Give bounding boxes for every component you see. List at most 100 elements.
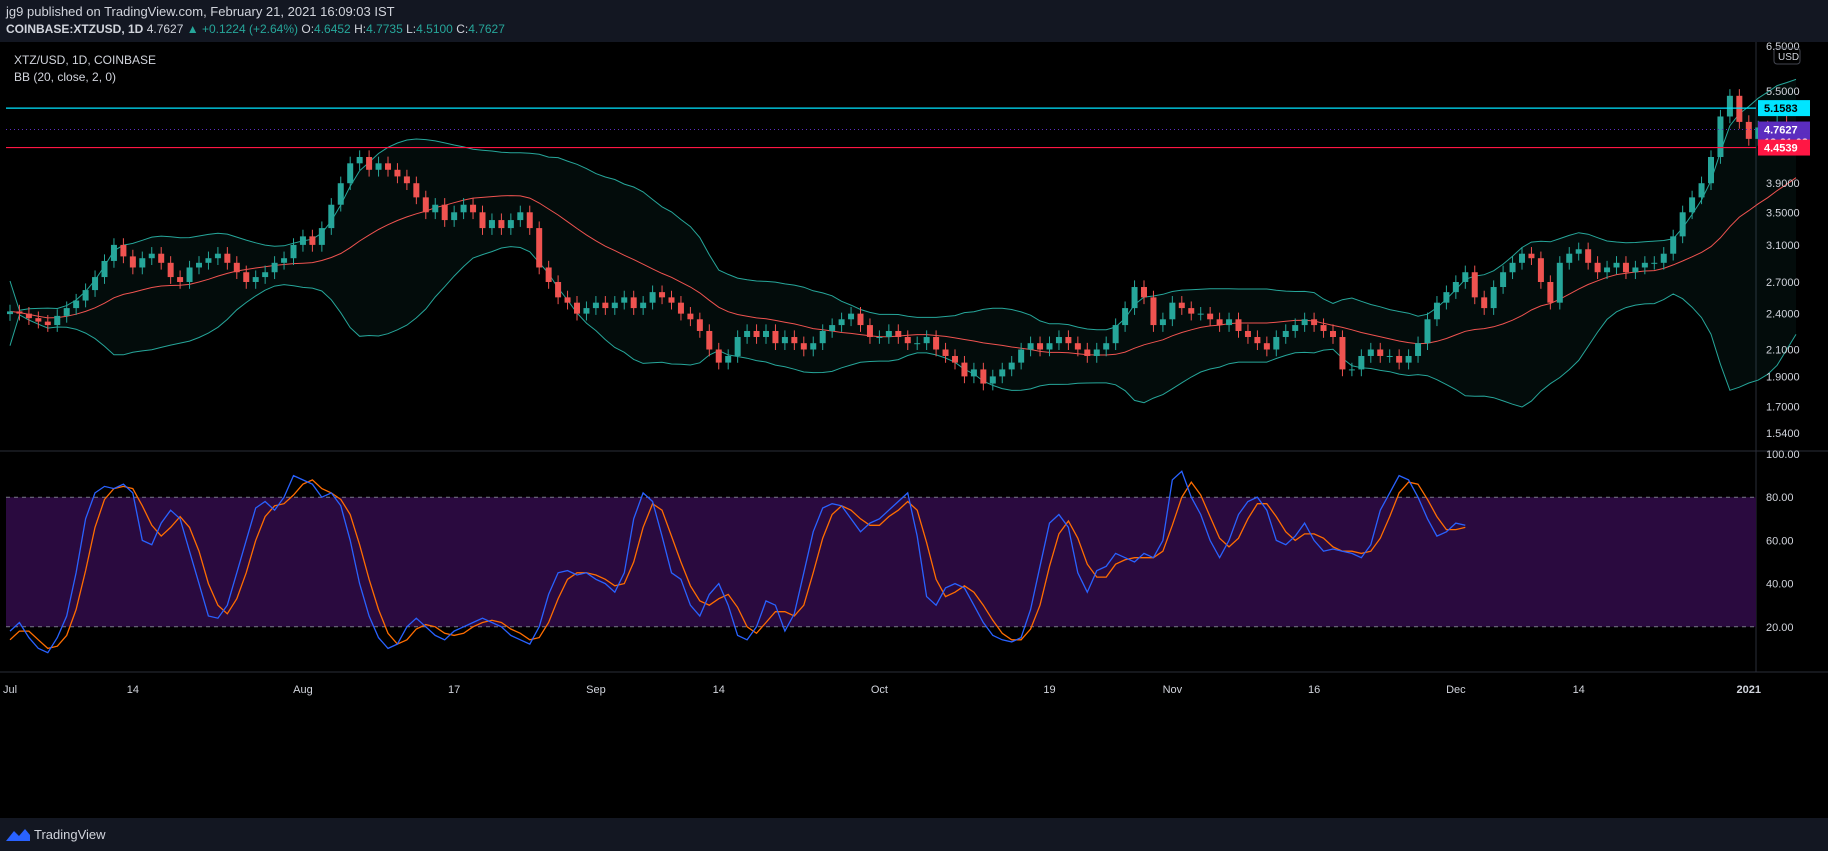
candle[interactable] <box>16 304 23 321</box>
candle[interactable] <box>243 265 250 289</box>
candle[interactable] <box>1131 280 1138 315</box>
candle[interactable] <box>1708 150 1714 191</box>
candle[interactable] <box>1027 336 1034 357</box>
candle[interactable] <box>904 330 911 350</box>
candle[interactable] <box>1433 296 1440 327</box>
candle[interactable] <box>1093 342 1100 363</box>
candle[interactable] <box>1141 280 1147 305</box>
candle[interactable] <box>555 275 562 305</box>
candle[interactable] <box>706 324 713 357</box>
candle[interactable] <box>441 198 448 227</box>
candle[interactable] <box>914 336 921 350</box>
candle[interactable] <box>574 296 580 321</box>
candle[interactable] <box>1698 176 1705 205</box>
candle[interactable] <box>942 342 949 363</box>
candle[interactable] <box>432 198 439 220</box>
candle[interactable] <box>1604 260 1611 280</box>
candle[interactable] <box>1065 330 1072 350</box>
candle[interactable] <box>611 296 618 315</box>
candle[interactable] <box>92 270 99 297</box>
candle[interactable] <box>677 296 684 321</box>
candle[interactable] <box>866 318 873 344</box>
candle[interactable] <box>1188 301 1195 321</box>
candle[interactable] <box>1122 301 1129 332</box>
candle[interactable] <box>271 256 278 280</box>
candle[interactable] <box>1566 247 1573 270</box>
candle[interactable] <box>167 256 174 284</box>
candle[interactable] <box>1339 330 1346 377</box>
candle[interactable] <box>1254 330 1261 350</box>
candle[interactable] <box>1726 89 1733 124</box>
candle[interactable] <box>413 176 420 205</box>
candle[interactable] <box>592 296 599 315</box>
candle[interactable] <box>1358 349 1365 377</box>
candle[interactable] <box>1377 342 1384 363</box>
candle[interactable] <box>1585 242 1592 270</box>
candle[interactable] <box>1471 265 1478 305</box>
candle[interactable] <box>961 355 968 384</box>
candle[interactable] <box>668 290 675 310</box>
candle[interactable] <box>1159 312 1166 332</box>
candle[interactable] <box>394 163 401 184</box>
candle[interactable] <box>980 362 987 391</box>
candle[interactable] <box>1613 256 1620 275</box>
candle[interactable] <box>952 349 958 370</box>
candle[interactable] <box>148 247 155 266</box>
candle[interactable] <box>366 150 373 177</box>
chart-canvas[interactable]: 6.50005.50003.90003.50003.10002.70002.40… <box>0 42 1828 818</box>
candle[interactable] <box>214 247 221 266</box>
candle[interactable] <box>1226 312 1233 332</box>
candle[interactable] <box>1547 275 1554 310</box>
candle[interactable] <box>1018 342 1025 370</box>
candle[interactable] <box>1632 260 1639 280</box>
candle[interactable] <box>451 205 458 227</box>
candle[interactable] <box>299 229 306 252</box>
candle[interactable] <box>385 156 391 177</box>
candle[interactable] <box>233 256 240 280</box>
candle[interactable] <box>158 247 165 270</box>
candle[interactable] <box>885 324 892 344</box>
candle[interactable] <box>1055 330 1062 350</box>
candle[interactable] <box>659 285 666 305</box>
candle[interactable] <box>1197 307 1204 321</box>
candle[interactable] <box>1660 247 1667 270</box>
candle[interactable] <box>1320 318 1327 338</box>
candle[interactable] <box>1575 242 1582 261</box>
candle[interactable] <box>999 362 1006 384</box>
candle[interactable] <box>1641 256 1648 275</box>
candle[interactable] <box>1367 342 1374 363</box>
candle[interactable] <box>1282 324 1289 344</box>
candle[interactable] <box>403 169 410 191</box>
candle[interactable] <box>1112 318 1119 350</box>
candle[interactable] <box>1500 265 1507 294</box>
candle[interactable] <box>1301 312 1308 332</box>
candle[interactable] <box>1311 312 1318 332</box>
candle[interactable] <box>488 213 495 235</box>
candle[interactable] <box>73 293 80 315</box>
candle[interactable] <box>54 309 61 332</box>
candle[interactable] <box>196 256 202 275</box>
candle[interactable] <box>25 307 32 325</box>
candle[interactable] <box>422 190 429 220</box>
candle[interactable] <box>838 312 845 332</box>
candle[interactable] <box>725 349 732 370</box>
candle[interactable] <box>791 330 798 350</box>
candle[interactable] <box>933 330 940 357</box>
candle[interactable] <box>989 369 996 391</box>
candle[interactable] <box>1528 247 1535 266</box>
candle[interactable] <box>583 301 590 321</box>
candle[interactable] <box>479 205 486 235</box>
candle[interactable] <box>895 324 902 344</box>
candle[interactable] <box>224 247 231 270</box>
candle[interactable] <box>82 283 89 308</box>
candle[interactable] <box>1736 89 1743 129</box>
candle[interactable] <box>356 150 363 171</box>
candle[interactable] <box>1178 296 1185 315</box>
candle[interactable] <box>63 301 70 323</box>
candle[interactable] <box>129 249 136 275</box>
candle[interactable] <box>810 336 817 357</box>
candle[interactable] <box>1103 336 1110 357</box>
candle[interactable] <box>1046 336 1053 357</box>
candle[interactable] <box>1679 205 1686 244</box>
candle[interactable] <box>262 265 269 284</box>
